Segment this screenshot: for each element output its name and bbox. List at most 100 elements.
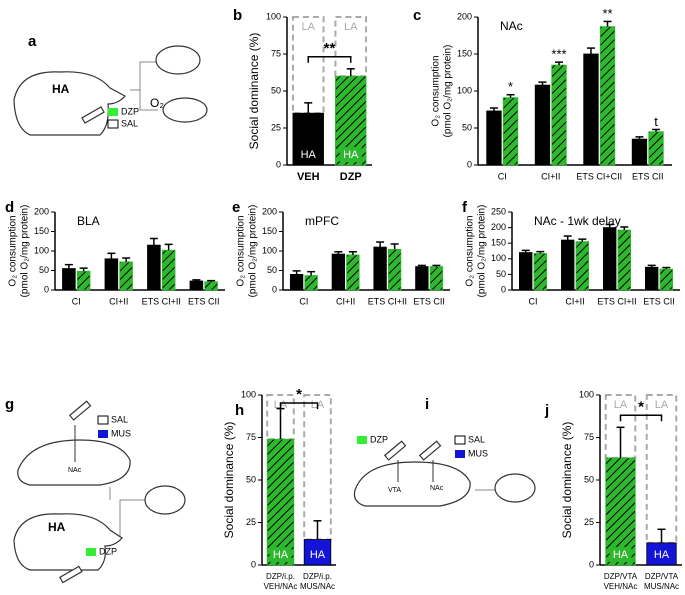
x-tick-label: ETS CII: [632, 171, 664, 181]
swatch-blue: [455, 450, 465, 458]
y-tick-label: 0: [501, 284, 506, 294]
x-tick-label: CI+II: [109, 296, 128, 306]
chart-title: mPFC: [305, 214, 339, 228]
y-tick-label: 100: [34, 245, 49, 255]
y-tick-label: 150: [262, 226, 277, 236]
bar: [603, 227, 617, 291]
mice-sketch: [155, 45, 201, 75]
significance: ***: [551, 47, 566, 62]
bar: [373, 246, 387, 291]
panel-letter: h: [235, 402, 244, 419]
diagram-a: a HA DZP SAL O₂: [13, 33, 208, 136]
chart-title: NAc: [500, 19, 523, 33]
bar: [599, 26, 616, 166]
y-tick-label: 100: [579, 389, 594, 399]
la-label: LA: [614, 399, 628, 411]
x-tick-label: DZP: [340, 171, 362, 183]
y-axis-label: O₂ consumption: [431, 55, 442, 126]
arrow: [130, 61, 158, 111]
y-tick-label: 150: [34, 226, 49, 236]
x-tick-label: DZP/VTA: [645, 572, 679, 581]
y-tick-label: 200: [262, 206, 277, 216]
bar-label: HA: [273, 549, 289, 561]
mice-sketch: [144, 485, 186, 515]
la-label: LA: [302, 21, 316, 33]
y-axis-label: (pmol O₂/mg protein): [20, 205, 31, 298]
diagram-label: SAL: [111, 414, 128, 424]
panel-letter: e: [232, 199, 240, 216]
bar: [429, 266, 444, 291]
y-tick-label: 200: [491, 222, 506, 232]
y-tick-label: 100: [491, 253, 506, 263]
panel-letter: d: [5, 199, 14, 216]
bracket: [619, 414, 663, 422]
bar: [415, 266, 429, 291]
x-tick-label: CI: [72, 296, 81, 306]
mouse-sketch: [13, 71, 126, 136]
x-tick-label: ETS CII: [413, 296, 445, 306]
la-label: LA: [655, 399, 669, 411]
syringe: [81, 106, 105, 124]
y-tick-label: 150: [491, 238, 506, 248]
syringe: [68, 400, 92, 421]
bar: [147, 244, 161, 291]
significance: *: [508, 79, 513, 94]
brain-sketch: [353, 461, 471, 507]
bar: [551, 64, 567, 166]
panel-letter: c: [413, 7, 421, 24]
bar: [583, 53, 599, 166]
bar: [289, 273, 304, 291]
y-tick-label: 250: [491, 206, 506, 216]
y-tick-label: 50: [267, 265, 277, 275]
bar-label: HA: [654, 549, 670, 561]
y-tick-label: 25: [271, 122, 281, 132]
diagram-label: SAL: [121, 118, 138, 128]
bracket: [307, 56, 352, 63]
diagram-label: O₂: [150, 96, 164, 110]
significance: *: [296, 386, 302, 403]
bar: [617, 229, 632, 291]
bar: [561, 239, 575, 291]
x-tick-label: DZP/VTA: [604, 572, 638, 581]
y-tick-label: 0: [272, 284, 277, 294]
bar: [631, 138, 648, 166]
x-tick-label: CI+II: [336, 296, 355, 306]
diagram-label: HA: [52, 82, 70, 96]
x-tick-label: VEH: [297, 171, 320, 183]
panel-letter: f: [462, 199, 468, 216]
y-axis-label: (pmol O₂/mg protein): [443, 45, 454, 138]
significance: **: [324, 40, 336, 57]
mitochondrion: [162, 97, 208, 123]
x-tick-label: ETS CII: [643, 296, 675, 306]
panel-letter: b: [233, 7, 242, 24]
bar: [659, 268, 674, 291]
y-axis-label: (pmol O₂/mg protein): [477, 205, 488, 298]
diagram-label: SAL: [468, 434, 485, 444]
y-tick-label: 75: [584, 432, 594, 442]
panel-letter: i: [425, 396, 429, 413]
bar: [304, 275, 318, 291]
x-tick-label: CI: [299, 296, 308, 306]
y-axis-label: Social dominance (%): [222, 422, 236, 539]
bar: [533, 253, 548, 291]
y-tick-label: 0: [276, 159, 281, 169]
syringe: [59, 565, 83, 584]
diagram-label: DZP: [121, 106, 139, 116]
y-axis-label: O₂ consumption: [465, 215, 476, 286]
bar: [575, 241, 590, 291]
y-tick-label: 200: [34, 206, 49, 216]
y-tick-label: 50: [246, 474, 256, 484]
y-tick-label: 50: [39, 265, 49, 275]
y-tick-label: 50: [496, 269, 506, 279]
bar: [119, 261, 133, 291]
x-tick-label: CI: [498, 171, 507, 181]
y-tick-label: 75: [246, 432, 256, 442]
swatch-green: [86, 548, 96, 556]
swatch-white: [107, 119, 119, 129]
brain-sketch: [17, 439, 131, 486]
y-tick-label: 100: [241, 389, 256, 399]
x-tick-label: ETS CI+II: [142, 296, 181, 306]
la-box: [303, 394, 332, 541]
swatch-white: [454, 435, 466, 445]
